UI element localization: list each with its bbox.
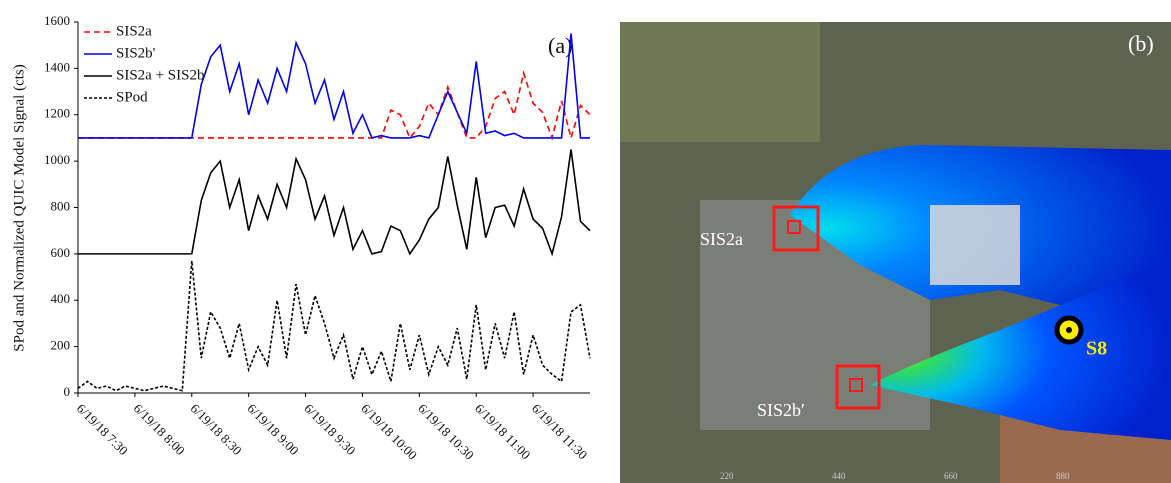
legend-label: SIS2b' — [116, 45, 156, 61]
y-tick-label: 1000 — [44, 152, 70, 167]
sensor-label: S8 — [1086, 338, 1107, 360]
source-label: SIS2b′ — [757, 400, 805, 420]
y-tick-label: 400 — [51, 291, 71, 306]
series-line — [78, 261, 590, 391]
figure: (b) SIS2a SIS2b′ S8 220 440 660 880 (a) … — [0, 0, 1171, 483]
x-tick-label: 6/19/18 7:30 — [74, 401, 131, 458]
x-tick-label: 6/19/18 11:30 — [529, 401, 591, 463]
legend-label: SPod — [116, 89, 148, 105]
legend-label: SIS2a + SIS2b' — [116, 67, 207, 83]
x-tick-label: 6/19/18 9:00 — [244, 401, 301, 458]
x-tick-label: 6/19/18 10:30 — [415, 401, 477, 463]
map-axis-label: 880 — [1056, 471, 1070, 481]
y-tick-label: 0 — [64, 384, 71, 399]
legend-label: SIS2a — [116, 23, 152, 39]
x-tick-label: 6/19/18 11:00 — [472, 401, 534, 463]
panel-label: (b) — [1128, 31, 1154, 56]
y-tick-label: 800 — [51, 198, 71, 213]
x-tick-label: 6/19/18 10:00 — [358, 401, 420, 463]
map-field — [620, 22, 820, 142]
x-tick-label: 6/19/18 8:00 — [131, 401, 188, 458]
y-tick-label: 600 — [51, 245, 71, 260]
y-tick-label: 1600 — [44, 13, 70, 28]
map-axis-label: 660 — [944, 471, 958, 481]
series-line — [78, 150, 590, 254]
y-tick-label: 1200 — [44, 106, 70, 121]
y-tick-label: 200 — [51, 338, 71, 353]
map-building — [930, 205, 1020, 285]
map-panel: (b) SIS2a SIS2b′ S8 220 440 660 880 — [620, 22, 1171, 483]
source-label: SIS2a — [700, 229, 743, 249]
chart: (a) SPod and Normalized QUIC Model Signa… — [11, 13, 590, 463]
y-axis-title: SPod and Normalized QUIC Model Signal (c… — [11, 64, 27, 351]
sensor-marker — [1066, 327, 1072, 333]
x-tick-label: 6/19/18 8:30 — [188, 401, 245, 458]
x-tick-label: 6/19/18 9:30 — [301, 401, 358, 458]
y-tick-label: 1400 — [44, 59, 70, 74]
map-axis-label: 220 — [720, 471, 734, 481]
map-axis-label: 440 — [832, 471, 846, 481]
